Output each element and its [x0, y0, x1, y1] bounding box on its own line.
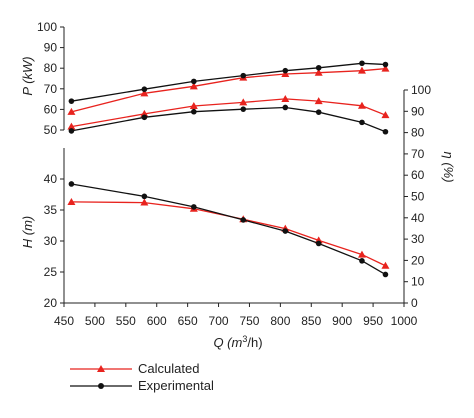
x-tick-label: 800: [270, 314, 290, 328]
p-tick-label: 50: [44, 123, 58, 137]
point-experimental-eta: [240, 106, 247, 112]
x-tick-label: 950: [363, 314, 383, 328]
x-tick-label: 850: [301, 314, 321, 328]
x-tick-label: 450: [54, 314, 74, 328]
series-line-calculated-p: [71, 67, 386, 113]
legend-entry-calculated: Calculated: [70, 361, 199, 376]
p-axis-label: P (kW): [20, 56, 35, 95]
point-experimental-eta: [315, 109, 322, 115]
x-tick-label: 500: [85, 314, 105, 328]
point-experimental-eta: [68, 128, 75, 134]
eta-tick-label: 100: [411, 83, 431, 97]
x-tick-label: 550: [116, 314, 136, 328]
point-experimental-p: [282, 67, 289, 74]
point-experimental-h: [191, 204, 197, 210]
point-calculated-eta: [281, 94, 290, 102]
point-calculated-eta: [314, 97, 323, 105]
p-tick-label: 100: [37, 20, 57, 34]
series-layer: [67, 60, 390, 278]
series-line-experimental-h: [71, 183, 386, 276]
point-calculated-eta: [189, 101, 198, 109]
series-line-calculated-eta: [71, 98, 386, 128]
x-tick-label: 1000: [391, 314, 418, 328]
h-axis-label: H (m): [20, 216, 35, 249]
series-line-experimental-eta: [71, 106, 386, 133]
point-experimental-h: [359, 258, 365, 264]
p-tick-label: 90: [44, 41, 58, 55]
point-calculated-eta: [357, 101, 366, 109]
point-experimental-h: [68, 181, 75, 187]
point-calculated-eta: [67, 122, 76, 130]
point-calculated-eta: [140, 109, 149, 117]
eta-tick-label: 70: [411, 147, 425, 161]
point-experimental-h: [240, 217, 247, 223]
h-tick-label: 40: [44, 172, 58, 186]
point-experimental-h: [141, 193, 148, 200]
point-experimental-p: [359, 60, 365, 67]
x-tick-label: 900: [332, 314, 352, 328]
h-tick-label: 35: [44, 203, 58, 217]
h-tick-label: 25: [44, 265, 58, 279]
point-calculated-h: [357, 250, 366, 258]
point-experimental-eta: [191, 108, 197, 115]
legend-marker-calculated: [97, 365, 105, 372]
eta-tick-label: 20: [411, 253, 425, 267]
point-experimental-h: [315, 240, 322, 247]
legend-entry-experimental: Experimental: [70, 378, 214, 393]
point-calculated-h: [381, 261, 390, 269]
point-calculated-h: [67, 197, 76, 205]
x-tick-label: 650: [178, 314, 198, 328]
point-experimental-eta: [382, 128, 389, 135]
p-tick-label: 60: [44, 102, 58, 116]
x-axis-label: Q (m3/h): [213, 334, 262, 350]
h-tick-label: 20: [44, 296, 58, 310]
eta-tick-label: 60: [411, 168, 425, 182]
point-calculated-eta: [239, 98, 248, 106]
series-line-calculated-h: [71, 201, 386, 267]
point-experimental-p: [382, 61, 389, 68]
legend-marker-experimental: [98, 383, 104, 389]
point-experimental-p: [240, 72, 247, 79]
point-experimental-p: [141, 86, 148, 93]
point-calculated-p: [357, 66, 366, 74]
point-calculated-p: [381, 64, 390, 72]
point-experimental-eta: [282, 104, 289, 111]
point-experimental-p: [315, 64, 322, 71]
point-experimental-eta: [359, 119, 365, 126]
point-experimental-p: [68, 98, 75, 104]
point-calculated-h: [140, 198, 149, 206]
legend-label-calculated: Calculated: [138, 361, 199, 376]
h-tick-label: 30: [44, 234, 58, 248]
eta-tick-label: 40: [411, 211, 425, 225]
series-line-experimental-p: [71, 62, 386, 102]
point-experimental-h: [282, 228, 289, 234]
p-tick-label: 80: [44, 61, 58, 75]
point-calculated-p: [140, 89, 149, 97]
axis-ticks: 450 500 550 600 650 700 750 800 850 900 950 1000506…: [37, 20, 431, 328]
eta-axis-label: η (%): [441, 151, 456, 182]
eta-tick-label: 50: [411, 190, 425, 204]
x-tick-label: 700: [209, 314, 229, 328]
eta-tick-label: 80: [411, 126, 425, 140]
point-calculated-p: [314, 68, 323, 76]
point-experimental-eta: [141, 114, 148, 121]
eta-tick-label: 30: [411, 232, 425, 246]
p-tick-label: 70: [44, 82, 58, 96]
point-experimental-p: [191, 78, 197, 85]
eta-tick-label: 90: [411, 104, 425, 118]
point-calculated-p: [189, 82, 198, 90]
point-calculated-p: [67, 107, 76, 115]
point-experimental-h: [382, 271, 389, 278]
legend: Calculated Experimental: [70, 361, 214, 393]
eta-tick-label: 10: [411, 275, 425, 289]
plot-frame: [63, 27, 405, 304]
point-calculated-eta: [381, 111, 390, 119]
eta-tick-label: 0: [411, 296, 418, 310]
legend-label-experimental: Experimental: [138, 378, 214, 393]
x-tick-label: 600: [147, 314, 167, 328]
x-tick-label: 750: [239, 314, 259, 328]
